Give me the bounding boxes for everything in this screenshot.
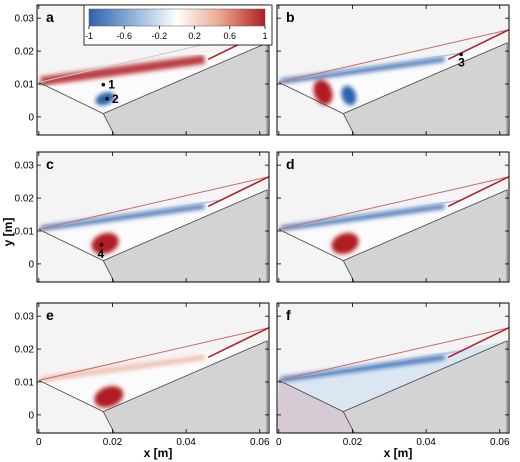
vortex-blob <box>313 79 333 105</box>
probe-marker <box>101 82 106 87</box>
shear-layer-band <box>40 203 205 231</box>
shear-layer-band <box>280 354 445 382</box>
jet-line-strong <box>447 327 510 358</box>
y-tick-label: 0.01 <box>15 377 35 388</box>
y-tick-label: 0 <box>28 112 34 123</box>
colorbar-gradient <box>88 8 266 27</box>
shear-layer-band <box>40 54 206 86</box>
jet-line <box>278 29 510 83</box>
y-tick-label: 0.01 <box>15 226 35 237</box>
shear-layer-edge <box>278 349 464 381</box>
x-tick-label: 0.04 <box>176 437 196 448</box>
vortex-blob <box>341 85 357 106</box>
y-axis-label: y [m] <box>1 218 15 247</box>
vortex-blob <box>95 92 115 106</box>
probe-marker <box>105 96 109 101</box>
y-tick-label: 0.02 <box>15 47 35 58</box>
probe-label: 3 <box>458 55 465 69</box>
jet-line-strong <box>447 29 510 60</box>
panel-frame <box>36 151 270 283</box>
panel-b: b3 <box>276 4 510 136</box>
shear-layer-band <box>40 354 205 382</box>
flow-domain <box>278 42 508 114</box>
panel-d: d <box>276 151 510 283</box>
probe-marker <box>459 52 463 57</box>
wall-edge <box>278 379 344 412</box>
jet-line <box>278 327 510 381</box>
x-axis-label-left: x [m] <box>144 446 173 460</box>
flow-domain <box>278 340 508 412</box>
shear-layer-edge <box>278 198 464 230</box>
vortex-blob <box>331 232 359 255</box>
y-tick-label: 0.03 <box>15 14 35 25</box>
wall-edge <box>38 81 104 114</box>
jet-line <box>38 327 270 381</box>
panel-label: d <box>286 156 295 172</box>
colorbar-tick-label: 0.6 <box>224 31 237 41</box>
panel-label: a <box>46 9 54 25</box>
colorbar: -1 -0.6 -0.2 0.2 0.6 1 <box>83 4 273 46</box>
jet-line-strong <box>207 176 270 207</box>
wall-edge <box>38 379 104 412</box>
y-tick-label: 0 <box>28 410 34 421</box>
panel-label: e <box>46 307 54 323</box>
jet-line-strong <box>447 176 510 207</box>
y-tick-label: 0 <box>28 259 34 270</box>
wall-edge <box>38 228 104 261</box>
jet-line <box>38 176 270 230</box>
probe-marker <box>99 243 104 247</box>
panel-label: c <box>46 156 54 172</box>
noise-region <box>277 380 355 433</box>
wall-edge <box>278 81 344 114</box>
colorbar-tick-label: -0.2 <box>152 31 168 41</box>
panel-frame <box>276 4 510 136</box>
vortex-blob <box>94 386 124 408</box>
probe-label: 2 <box>112 92 119 106</box>
shear-layer-band <box>280 203 445 231</box>
colorbar-tick-label: 0.2 <box>188 31 201 41</box>
panel-label: f <box>286 307 291 323</box>
x-axis-label-right: x [m] <box>384 446 413 460</box>
jet-line-strong <box>207 327 270 358</box>
colorbar-tick-label: 1 <box>262 31 267 41</box>
flow-domain <box>38 42 268 114</box>
y-tick-label: 0.03 <box>15 312 35 323</box>
shear-layer-edge <box>38 198 224 230</box>
panel-f: 0 0.02 0.04 0.06 f <box>276 302 510 448</box>
x-tick-label: 0 <box>36 437 42 448</box>
y-tick-label: 0.02 <box>15 194 35 205</box>
colorbar-tick-label: -1 <box>85 31 93 41</box>
x-tick-label: 0 <box>276 437 282 448</box>
panel-frame <box>276 151 510 283</box>
colorbar-tick-label: -0.6 <box>116 31 132 41</box>
probe-label: 1 <box>108 78 115 92</box>
x-tick-label: 0.02 <box>343 437 363 448</box>
panel-e: 0 0.02 0.04 0.06 0 0.01 0.02 0.03 e <box>15 302 270 448</box>
panel-c: 0 0.01 0.02 0.03 c 4 <box>15 151 270 283</box>
jet-line <box>278 176 510 230</box>
x-tick-label: 0.02 <box>103 437 123 448</box>
x-tick-label: 0.06 <box>490 437 510 448</box>
shear-layer-band <box>280 56 445 84</box>
x-tick-label: 0.06 <box>250 437 270 448</box>
panel-frame <box>36 302 270 434</box>
vortex-blob <box>91 232 119 255</box>
y-tick-label: 0.02 <box>15 345 35 356</box>
shear-layer-edge <box>278 51 464 83</box>
probe-label: 4 <box>97 247 104 261</box>
flow-domain <box>38 340 268 412</box>
wall-edge <box>278 228 344 261</box>
x-tick-label: 0.04 <box>416 437 436 448</box>
panel-label: b <box>286 9 295 25</box>
y-tick-label: 0.03 <box>15 161 35 172</box>
panel-frame <box>276 302 510 434</box>
y-tick-label: 0.01 <box>15 79 35 90</box>
